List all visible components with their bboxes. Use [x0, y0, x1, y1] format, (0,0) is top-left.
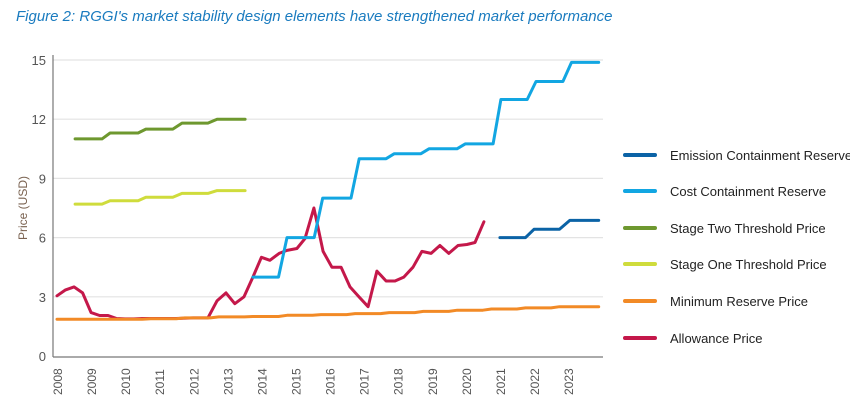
legend-label: Minimum Reserve Price — [670, 293, 808, 309]
x-tick-label: 2012 — [187, 368, 201, 395]
y-tick-label: 0 — [39, 349, 46, 364]
x-tick-label: 2023 — [562, 368, 576, 395]
legend-label: Allowance Price — [670, 330, 763, 346]
x-tick-label: 2009 — [85, 368, 99, 395]
x-tick-label: 2008 — [51, 368, 65, 395]
series-line-minimum-reserve-price — [55, 305, 601, 321]
legend-swatch — [623, 189, 657, 193]
legend-label: Stage One Threshold Price — [670, 256, 827, 272]
legend-item: Allowance Price — [623, 330, 763, 346]
legend-label: Stage Two Threshold Price — [670, 220, 826, 236]
x-tick-label: 2021 — [494, 368, 508, 395]
y-tick-label: 6 — [39, 231, 46, 246]
series-line-stage-two-threshold-price — [73, 117, 247, 141]
x-tick-label: 2017 — [358, 368, 372, 395]
x-tick-label: 2016 — [324, 368, 338, 395]
legend-item: Cost Containment Reserve — [623, 183, 826, 199]
legend-item: Stage Two Threshold Price — [623, 220, 826, 236]
x-tick-label: 2015 — [289, 368, 303, 395]
legend-swatch — [623, 299, 657, 303]
y-tick-label: 3 — [39, 290, 46, 305]
x-tick-label: 2014 — [255, 368, 269, 395]
x-tick-label: 2010 — [119, 368, 133, 395]
legend-item: Stage One Threshold Price — [623, 256, 827, 272]
legend-item: Minimum Reserve Price — [623, 293, 808, 309]
legend-swatch — [623, 336, 657, 340]
x-tick-label: 2019 — [426, 368, 440, 395]
series-line-emission-containment-reserve — [498, 218, 601, 240]
series-line-cost-containment-reserve — [251, 60, 601, 279]
x-tick-label: 2013 — [221, 368, 235, 395]
legend-label: Emission Containment Reserve — [670, 147, 850, 163]
figure-title: Figure 2: RGGI's market stability design… — [16, 8, 613, 25]
y-tick-label: 9 — [39, 171, 46, 186]
legend-swatch — [623, 262, 657, 266]
y-tick-label: 12 — [32, 112, 46, 127]
series-line-allowance-price — [55, 206, 486, 321]
legend-swatch — [623, 226, 657, 230]
x-tick-label: 2020 — [460, 368, 474, 395]
y-axis-label: Price (USD) — [16, 176, 30, 240]
x-tick-label: 2011 — [153, 369, 167, 395]
series-line-stage-one-threshold-price — [73, 189, 247, 206]
legend-item: Emission Containment Reserve — [623, 147, 850, 163]
x-tick-label: 2018 — [392, 368, 406, 395]
legend-swatch — [623, 153, 657, 157]
legend-label: Cost Containment Reserve — [670, 183, 827, 199]
x-tick-label: 2022 — [528, 368, 542, 395]
y-tick-label: 15 — [32, 53, 46, 68]
